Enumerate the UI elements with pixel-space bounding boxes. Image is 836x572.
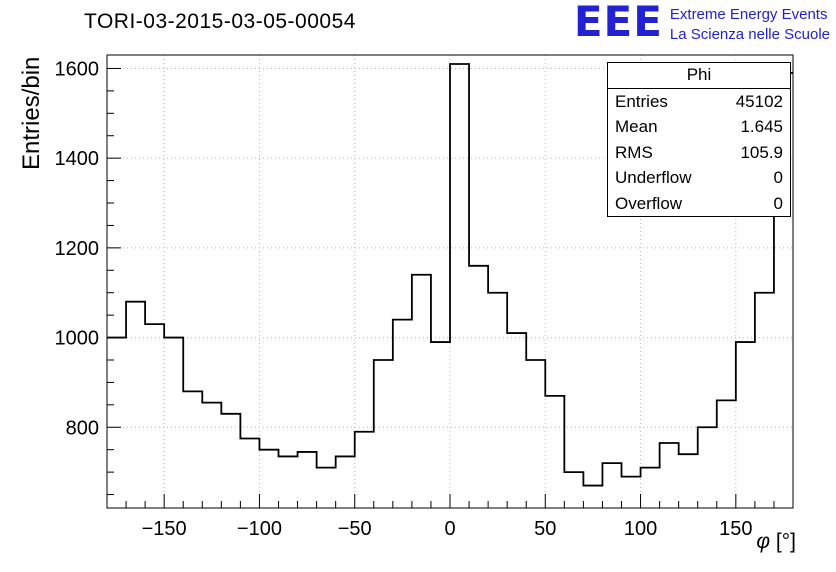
x-tick-label: 100 [624, 518, 657, 540]
stats-row-mean: Mean 1.645 [608, 114, 790, 139]
y-tick-label: 1600 [55, 58, 100, 80]
stat-label: Underflow [615, 168, 692, 188]
stats-title: Phi [608, 63, 790, 89]
stats-box: Phi Entries 45102 Mean 1.645 RMS 105.9 U… [607, 62, 791, 218]
x-tick-label: −150 [142, 518, 187, 540]
stat-label: Overflow [615, 193, 683, 213]
histogram-line [107, 63, 793, 487]
y-tick-label: 1200 [55, 238, 100, 260]
x-tick-label: −100 [237, 518, 282, 540]
stat-label: Mean [615, 117, 658, 137]
y-axis-label: Entries/bin [18, 56, 45, 170]
stat-label: Entries [615, 92, 668, 111]
stat-value: 105.9 [740, 142, 783, 162]
eee-logo-text: EEE [573, 0, 663, 46]
y-tick-label: 1400 [55, 148, 100, 170]
x-tick-label: −50 [338, 518, 372, 540]
stat-label: RMS [615, 142, 653, 162]
stat-value: 0 [773, 168, 783, 188]
x-tick-label: 50 [534, 518, 556, 540]
phi-symbol: φ [756, 530, 771, 553]
y-tick-label: 800 [66, 417, 99, 439]
stats-row-entries: Entries 45102 [608, 89, 790, 114]
stat-value: 1.645 [740, 117, 783, 137]
stats-row-overflow: Overflow 0 [608, 191, 790, 216]
x-axis-unit: [°] [770, 530, 796, 553]
stats-row-rms: RMS 105.9 [608, 140, 790, 165]
eee-logo-subtitle: Extreme Energy Events La Scienza nelle S… [670, 2, 830, 44]
stat-value: 0 [773, 193, 783, 213]
x-axis-label: φ [°] [676, 530, 796, 554]
eee-logo: EEE Extreme Energy Events La Scienza nel… [573, 0, 830, 46]
y-tick-label: 1000 [55, 328, 100, 350]
plot-title: TORI-03-2015-03-05-00054 [84, 10, 356, 33]
x-tick-label: 0 [444, 518, 455, 540]
stats-row-underflow: Underflow 0 [608, 165, 790, 190]
x-tick-label: 150 [719, 518, 752, 540]
logo-line1: Extreme Energy Events [669, 6, 828, 23]
stat-value: 45102 [735, 92, 783, 111]
logo-line2: La Scienza nelle Scuole [669, 25, 830, 43]
